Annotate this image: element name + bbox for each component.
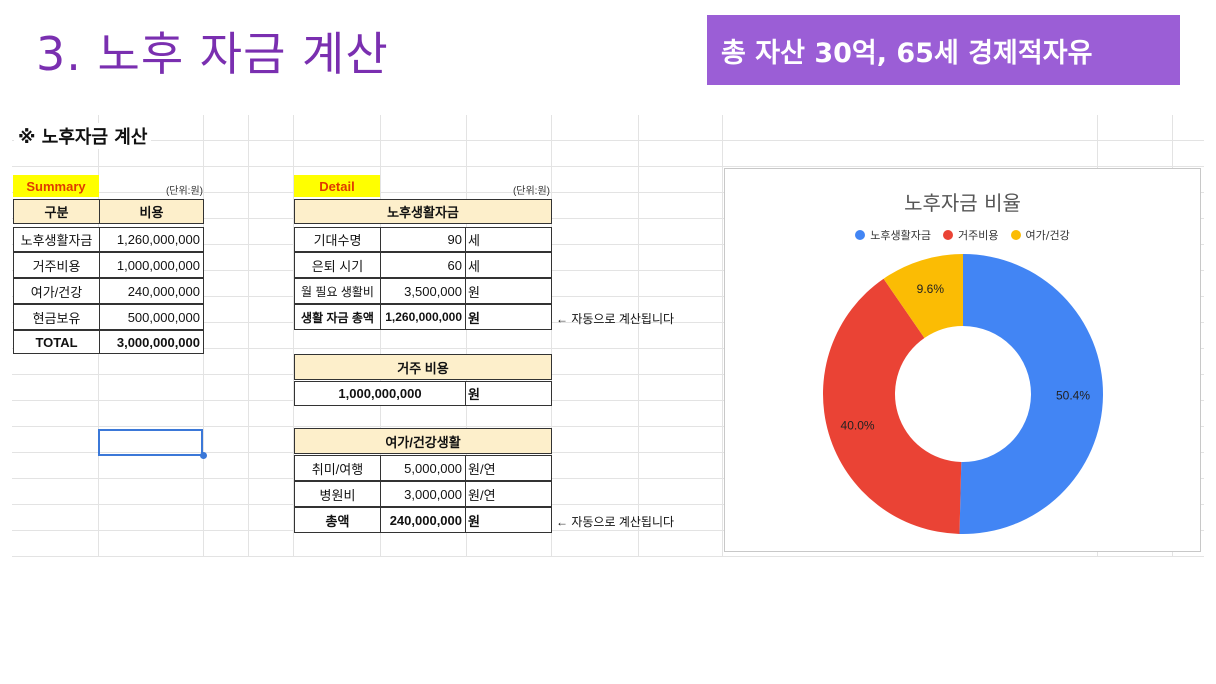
living-row-value[interactable]: 90 xyxy=(380,227,466,252)
summary-total-label[interactable]: TOTAL xyxy=(13,330,100,354)
living-row-unit[interactable]: 원 xyxy=(465,278,552,304)
living-auto-note: ← 자동으로 계산됩니다 xyxy=(556,311,675,326)
housing-value[interactable]: 1,000,000,000 xyxy=(294,381,466,406)
detail-label: Detail xyxy=(294,175,380,197)
summary-row-name[interactable]: 거주비용 xyxy=(13,252,100,278)
living-row-unit[interactable]: 세 xyxy=(465,252,552,278)
donut-svg: 50.4% 40.0% 9.6% xyxy=(823,254,1104,534)
summary-row-value[interactable]: 1,000,000,000 xyxy=(99,252,204,278)
living-row-name[interactable]: 기대수명 xyxy=(294,227,381,252)
leisure-total-value[interactable]: 240,000,000 xyxy=(380,507,466,533)
summary-row-name[interactable]: 현금보유 xyxy=(13,304,100,330)
leisure-row-name[interactable]: 병원비 xyxy=(294,481,381,507)
slice-label: 40.0% xyxy=(841,418,875,432)
leisure-row-unit[interactable]: 원/연 xyxy=(465,455,552,481)
summary-row-value[interactable]: 1,260,000,000 xyxy=(99,227,204,252)
slice-label: 9.6% xyxy=(917,282,945,296)
leisure-total-label[interactable]: 총액 xyxy=(294,507,381,533)
housing-title: 거주 비용 xyxy=(294,354,552,380)
summary-row-name[interactable]: 여가/건강 xyxy=(13,278,100,304)
leisure-row-unit[interactable]: 원/연 xyxy=(465,481,552,507)
living-row-name[interactable]: 은퇴 시기 xyxy=(294,252,381,278)
living-row-value[interactable]: 60 xyxy=(380,252,466,278)
slide-title: 3. 노후 자금 계산 xyxy=(36,27,389,81)
chart-title: 노후자금 비율 xyxy=(904,191,1021,215)
legend-dot-icon xyxy=(855,230,866,240)
leisure-row-name[interactable]: 취미/여행 xyxy=(294,455,381,481)
summary-col-header: 비용 xyxy=(99,199,204,224)
summary-label: Summary xyxy=(13,175,99,197)
living-row-name[interactable]: 월 필요 생활비 xyxy=(294,278,381,304)
legend-dot-icon xyxy=(1010,230,1021,240)
slice-label: 50.4% xyxy=(1056,388,1090,402)
leisure-total-unit[interactable]: 원 xyxy=(465,507,552,533)
selected-cell[interactable] xyxy=(98,429,203,456)
living-total-unit[interactable]: 원 xyxy=(465,304,552,330)
summary-col-header: 구분 xyxy=(13,199,100,224)
summary-row-value[interactable]: 240,000,000 xyxy=(99,278,204,304)
donut-chart[interactable]: 노후자금 비율 노후생활자금 거주비용 여가/건강 50.4% 40.0% 9.6% xyxy=(724,168,1201,552)
donut-slice[interactable] xyxy=(959,254,1104,534)
title-badge: 총 자산 30억, 65세 경제적자유 xyxy=(707,15,1180,85)
legend-item: 여가/건강 xyxy=(1010,227,1070,243)
donut-slice[interactable] xyxy=(823,278,962,534)
living-total-label[interactable]: 생활 자금 총액 xyxy=(294,304,381,330)
detail-unit: (단위:원) xyxy=(512,185,550,197)
leisure-row-value[interactable]: 3,000,000 xyxy=(380,481,466,507)
living-title: 노후생활자금 xyxy=(294,199,552,224)
leisure-row-value[interactable]: 5,000,000 xyxy=(380,455,466,481)
leisure-auto-note: ← 자동으로 계산됩니다 xyxy=(556,514,675,529)
donut-slice[interactable] xyxy=(883,254,963,338)
chart-legend: 노후생활자금 거주비용 여가/건강 xyxy=(725,227,1200,243)
living-row-value[interactable]: 3,500,000 xyxy=(380,278,466,304)
legend-label: 거주비용 xyxy=(958,229,999,242)
summary-unit: (단위:원) xyxy=(165,185,203,197)
living-row-unit[interactable]: 세 xyxy=(465,227,552,252)
legend-label: 노후생활자금 xyxy=(870,229,932,242)
summary-total-value[interactable]: 3,000,000,000 xyxy=(99,330,204,354)
summary-row-value[interactable]: 500,000,000 xyxy=(99,304,204,330)
fill-handle[interactable] xyxy=(200,452,207,459)
legend-label: 여가/건강 xyxy=(1025,229,1070,242)
leisure-title: 여가/건강생활 xyxy=(294,428,552,454)
sheet-header: ※ 노후자금 계산 xyxy=(14,123,152,149)
legend-dot-icon xyxy=(943,230,954,240)
housing-unit[interactable]: 원 xyxy=(465,381,552,406)
legend-item: 노후생활자금 xyxy=(855,227,931,243)
summary-row-name[interactable]: 노후생활자금 xyxy=(13,227,100,252)
legend-item: 거주비용 xyxy=(943,227,999,243)
living-total-value[interactable]: 1,260,000,000 xyxy=(380,304,466,330)
